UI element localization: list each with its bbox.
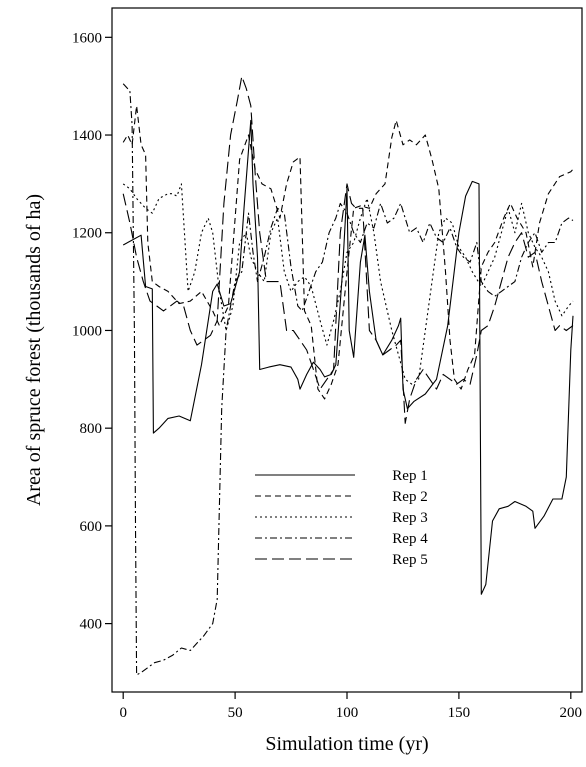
x-tick-label: 100 [336,705,359,721]
y-tick-label: 800 [80,421,103,437]
legend-label: Rep 4 [392,531,428,547]
legend-label: Rep 3 [392,510,427,526]
legend-label: Rep 5 [392,552,427,568]
y-axis: 400 600 800 1000 1200 1400 1600 [72,30,112,633]
series-line-rep-5 [122,75,574,424]
x-tick-label: 0 [119,705,127,721]
y-tick-label: 600 [80,519,103,535]
x-axis: 0 50 100 150 200 [119,692,582,721]
x-axis-title: Simulation time (yr) [265,733,428,755]
legend: Rep 1 Rep 2 Rep 3 Rep 4 Rep 5 [255,468,428,568]
y-tick-label: 1000 [72,323,102,339]
legend-label: Rep 1 [392,468,427,484]
legend-label: Rep 2 [392,489,427,505]
series-line-rep-1 [122,119,574,595]
x-tick-label: 50 [228,705,243,721]
x-tick-label: 150 [448,705,471,721]
y-tick-label: 400 [80,617,103,633]
y-tick-label: 1200 [72,226,102,242]
plot-border [111,7,583,693]
y-tick-label: 1400 [72,128,102,144]
series-layer [122,75,574,676]
y-tick-label: 1600 [72,30,102,46]
x-tick-label: 200 [560,705,583,721]
series-line-rep-4 [122,83,574,676]
y-axis-title: Area of spruce forest (thousands of ha) [23,194,45,506]
series-line-rep-3 [122,183,574,385]
plot-frame [111,7,583,693]
